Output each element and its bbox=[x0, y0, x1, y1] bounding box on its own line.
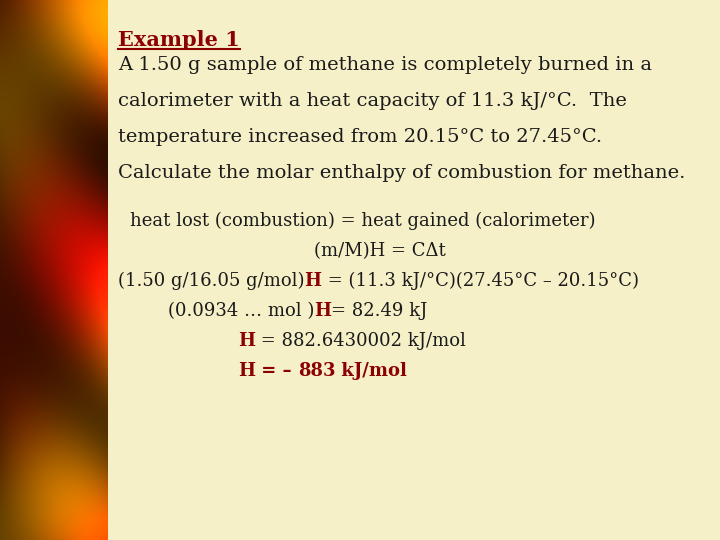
Text: Calculate the molar enthalpy of combustion for methane.: Calculate the molar enthalpy of combusti… bbox=[118, 164, 685, 182]
Text: kJ/mol: kJ/mol bbox=[336, 362, 408, 380]
Text: temperature increased from 20.15°C to 27.45°C.: temperature increased from 20.15°C to 27… bbox=[118, 128, 602, 146]
Text: H: H bbox=[315, 302, 331, 320]
Text: = –: = – bbox=[255, 362, 298, 380]
Text: (1.50 g/16.05 g/mol): (1.50 g/16.05 g/mol) bbox=[118, 272, 305, 291]
Text: calorimeter with a heat capacity of 11.3 kJ/°C.  The: calorimeter with a heat capacity of 11.3… bbox=[118, 92, 627, 110]
Text: H: H bbox=[238, 362, 255, 380]
Text: (0.0934 … mol ): (0.0934 … mol ) bbox=[168, 302, 315, 320]
Text: = 882.6430002 kJ/mol: = 882.6430002 kJ/mol bbox=[255, 332, 466, 350]
Text: = 82.49 kJ: = 82.49 kJ bbox=[331, 302, 428, 320]
Text: Example 1: Example 1 bbox=[118, 30, 240, 50]
Text: (m/M)H = CΔt: (m/M)H = CΔt bbox=[314, 242, 446, 260]
Text: = (11.3 kJ/°C)(27.45°C – 20.15°C): = (11.3 kJ/°C)(27.45°C – 20.15°C) bbox=[322, 272, 639, 291]
Text: H: H bbox=[305, 272, 322, 290]
Text: A 1.50 g sample of methane is completely burned in a: A 1.50 g sample of methane is completely… bbox=[118, 56, 652, 74]
Text: H: H bbox=[238, 332, 255, 350]
Text: 883: 883 bbox=[298, 362, 336, 380]
Text: heat lost (combustion) = heat gained (calorimeter): heat lost (combustion) = heat gained (ca… bbox=[130, 212, 595, 230]
